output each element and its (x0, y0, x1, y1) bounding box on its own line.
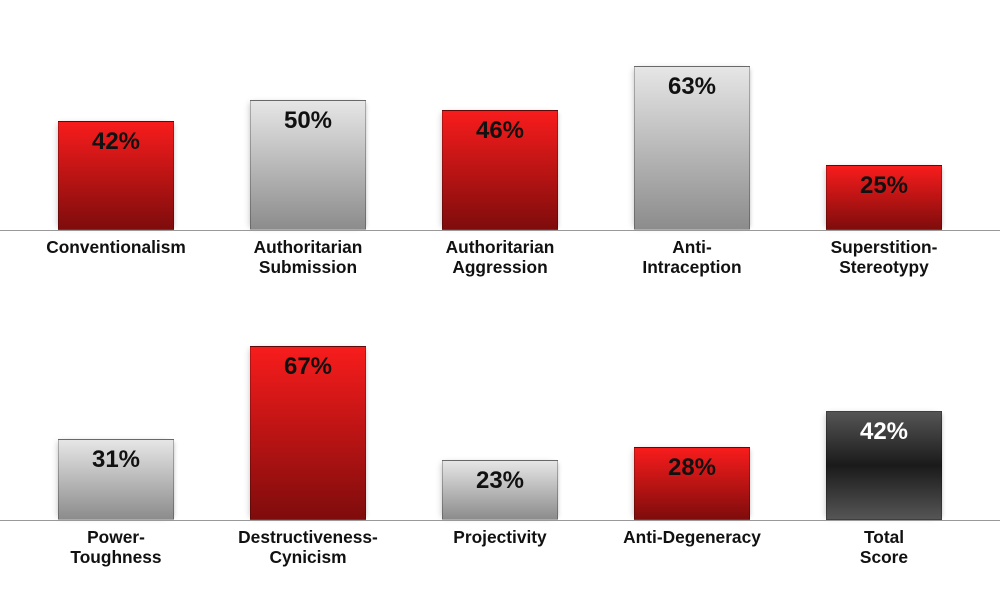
bar-value: 67% (251, 353, 365, 381)
bar-value: 46% (443, 117, 557, 145)
bar-row: 31% 67% 23% 28% 42% (0, 346, 1000, 520)
bar-label-line: Stereotypy (792, 258, 976, 278)
bar-label: Projectivity (404, 528, 596, 568)
bar-label: Anti-Degeneracy (596, 528, 788, 568)
bar-label-line: Anti- (600, 238, 784, 258)
bar: 42% (58, 121, 174, 230)
bar-value: 42% (59, 128, 173, 156)
bar-label-line: Conventionalism (24, 238, 208, 258)
bar-label-line: Projectivity (408, 528, 592, 548)
bar-slot: 63% (596, 66, 788, 230)
bar-row: 42% 50% 46% 63% 25% (0, 66, 1000, 230)
bar-slot: 42% (20, 121, 212, 230)
bar-label-line: Total (792, 528, 976, 548)
bar-label-line: Authoritarian (408, 238, 592, 258)
baseline (0, 230, 1000, 231)
authoritarianism-bar-chart: 42%50%46%63%25%ConventionalismAuthoritar… (0, 0, 1000, 600)
bar-slot: 67% (212, 346, 404, 520)
bar-value: 28% (635, 454, 749, 482)
bar-label-line: Aggression (408, 258, 592, 278)
bar-value: 25% (827, 172, 941, 200)
bar-value: 63% (635, 73, 749, 101)
bar-label: AuthoritarianSubmission (212, 238, 404, 278)
bar-label-line: Anti-Degeneracy (600, 528, 784, 548)
bar-label-line: Score (792, 548, 976, 568)
bar-label-line: Authoritarian (216, 238, 400, 258)
bar: 63% (634, 66, 750, 230)
bar-slot: 46% (404, 110, 596, 230)
bar: 42% (826, 411, 942, 520)
bar: 31% (58, 439, 174, 520)
baseline (0, 520, 1000, 521)
bar-label: Superstition-Stereotypy (788, 238, 980, 278)
bar: 23% (442, 460, 558, 520)
bar-label: Destructiveness-Cynicism (212, 528, 404, 568)
bar-value: 23% (443, 467, 557, 495)
bar-slot: 42% (788, 411, 980, 520)
bar-label-line: Submission (216, 258, 400, 278)
bar-slot: 50% (212, 100, 404, 230)
bar-label-line: Superstition- (792, 238, 976, 258)
bar-value: 42% (827, 418, 941, 446)
bar-label: TotalScore (788, 528, 980, 568)
bar-label: Power-Toughness (20, 528, 212, 568)
bar-label-line: Cynicism (216, 548, 400, 568)
bar-label: AuthoritarianAggression (404, 238, 596, 278)
bar-label: Anti-Intraception (596, 238, 788, 278)
bar-slot: 28% (596, 447, 788, 520)
bar-label: Conventionalism (20, 238, 212, 278)
bar-value: 31% (59, 446, 173, 474)
label-row: Power-ToughnessDestructiveness-CynicismP… (0, 528, 1000, 568)
bar-label-line: Toughness (24, 548, 208, 568)
bar-slot: 25% (788, 165, 980, 230)
bar-label-line: Intraception (600, 258, 784, 278)
bar: 25% (826, 165, 942, 230)
bar-slot: 31% (20, 439, 212, 520)
bar: 50% (250, 100, 366, 230)
bar: 46% (442, 110, 558, 230)
label-row: ConventionalismAuthoritarianSubmissionAu… (0, 238, 1000, 278)
bar-label-line: Power- (24, 528, 208, 548)
bar-slot: 23% (404, 460, 596, 520)
bar: 67% (250, 346, 366, 520)
bar: 28% (634, 447, 750, 520)
bar-value: 50% (251, 107, 365, 135)
bar-label-line: Destructiveness- (216, 528, 400, 548)
